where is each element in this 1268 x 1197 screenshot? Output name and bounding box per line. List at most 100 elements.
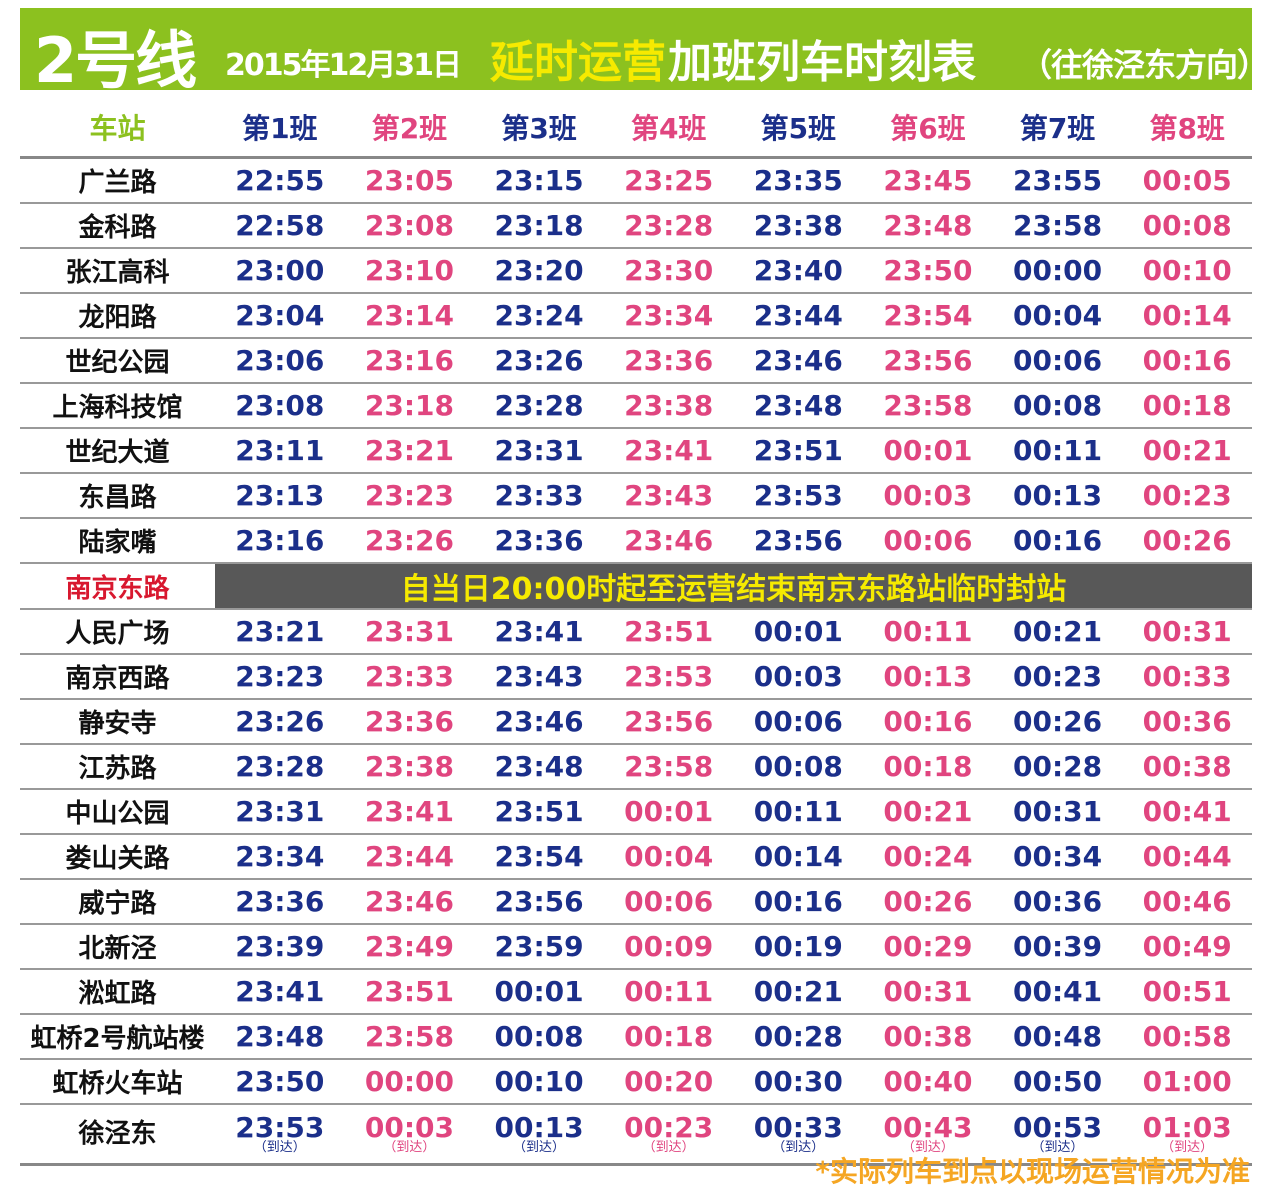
departure-time: 00:08 [733, 744, 864, 790]
time-value: 00:58 [1142, 1020, 1232, 1053]
train-header: 第8班 [1122, 98, 1252, 159]
time-value: 00:11 [753, 795, 843, 828]
departure-time: 00:01 [603, 789, 734, 835]
time-value: 23:38 [364, 750, 454, 783]
departure-time: 00:13 [992, 473, 1123, 519]
departure-time: 00:06 [603, 879, 734, 925]
time-value: 23:51 [364, 975, 454, 1008]
time-value: 00:21 [883, 795, 973, 828]
departure-time: 23:56 [603, 699, 734, 745]
departure-time: 00:23 [1122, 473, 1252, 519]
departure-time: 01:03 （到达） [1122, 1104, 1252, 1166]
time-value: 01:00 [1142, 1065, 1232, 1098]
station-row: 张江高科 23:00 23:10 23:20 23:30 23:40 23:50 00:00 0… [20, 248, 1252, 294]
time-value: 00:33 [753, 1110, 843, 1144]
departure-time: 00:19 [733, 924, 864, 970]
departure-time: 00:13 [863, 654, 993, 700]
time-value: 23:46 [364, 885, 454, 918]
time-value: 00:13 [494, 1110, 584, 1144]
departure-time: 23:28 [474, 383, 604, 429]
departure-time: 23:53 [603, 654, 734, 700]
departure-time: 00:13 （到达） [474, 1104, 604, 1166]
time-value: 00:30 [753, 1065, 843, 1098]
time-value: 00:06 [753, 705, 843, 738]
departure-time: 23:46 [733, 338, 864, 384]
time-value: 23:51 [753, 434, 843, 467]
time-value: 23:30 [624, 254, 714, 287]
station-row: 广兰路 22:55 23:05 23:15 23:25 23:35 23:45 23:55 00… [20, 157, 1252, 204]
time-value: 23:41 [364, 795, 454, 828]
time-value: 23:58 [364, 1020, 454, 1053]
station-name: 金科路 [20, 203, 215, 249]
departure-time: 23:18 [344, 383, 475, 429]
time-value: 00:16 [1142, 344, 1232, 377]
time-value: 00:41 [1012, 975, 1103, 1008]
departure-time: 00:21 [992, 609, 1123, 655]
departure-time: 00:50 [992, 1059, 1123, 1105]
departure-time: 23:51 [603, 609, 734, 655]
time-value: 23:16 [235, 524, 325, 557]
time-value: 23:54 [494, 840, 584, 873]
station-name: 龙阳路 [20, 293, 215, 339]
time-value: 23:36 [494, 524, 584, 557]
time-value: 00:31 [883, 975, 973, 1008]
station-name: 上海科技馆 [20, 383, 215, 429]
departure-time: 23:36 [344, 699, 475, 745]
departure-time: 23:18 [474, 203, 604, 249]
time-value: 00:21 [1012, 615, 1103, 648]
station-row: 北新泾 23:39 23:49 23:59 00:09 00:19 00:29 00:39 00… [20, 924, 1252, 970]
station-name: 人民广场 [20, 609, 215, 655]
time-value: 23:56 [494, 885, 584, 918]
departure-time: 00:18 [863, 744, 993, 790]
time-value: 00:33 [1142, 660, 1232, 693]
time-value: 23:04 [235, 299, 325, 332]
closure-notice: 自当日20:00时起至运营结束南京东路站临时封站 [215, 563, 1252, 610]
time-value: 23:54 [883, 299, 973, 332]
departure-time: 00:58 [1122, 1014, 1252, 1060]
time-value: 00:39 [1012, 930, 1103, 963]
time-value: 22:58 [235, 209, 325, 242]
departure-time: 00:03 [733, 654, 864, 700]
time-value: 23:18 [364, 389, 454, 422]
departure-time: 23:54 [474, 834, 604, 880]
departure-time: 23:38 [603, 383, 734, 429]
time-value: 23:18 [494, 209, 584, 242]
departure-time: 00:01 [474, 969, 604, 1015]
arrival-label: （到达） [513, 1139, 566, 1155]
departure-time: 00:51 [1122, 969, 1252, 1015]
time-value: 00:03 [364, 1110, 454, 1144]
departure-time: 23:36 [603, 338, 734, 384]
station-row: 世纪公园 23:06 23:16 23:26 23:36 23:46 23:56 00:06 0… [20, 338, 1252, 384]
time-value: 23:56 [624, 705, 714, 738]
departure-time: 00:44 [1122, 834, 1252, 880]
departure-time: 00:10 [474, 1059, 604, 1105]
time-value: 00:05 [1142, 164, 1232, 197]
departure-time: 00:46 [1122, 879, 1252, 925]
station-row: 人民广场 23:21 23:31 23:41 23:51 00:01 00:11 00:21 0… [20, 609, 1252, 655]
station-row: 龙阳路 23:04 23:14 23:24 23:34 23:44 23:54 00:04 00… [20, 293, 1252, 339]
departure-time: 23:53 [733, 473, 864, 519]
time-value: 00:01 [624, 795, 714, 828]
time-value: 00:48 [1012, 1020, 1103, 1053]
departure-time: 00:53 （到达） [992, 1104, 1123, 1166]
departure-time: 23:45 [863, 157, 993, 204]
time-value: 00:50 [1012, 1065, 1103, 1098]
departure-time: 00:21 [733, 969, 864, 1015]
departure-time: 00:18 [1122, 383, 1252, 429]
departure-time: 23:51 [344, 969, 475, 1015]
departure-time: 23:56 [474, 879, 604, 925]
station-row: 南京西路 23:23 23:33 23:43 23:53 00:03 00:13 00:23 0… [20, 654, 1252, 700]
departure-time: 00:31 [863, 969, 993, 1015]
departure-time: 23:56 [863, 338, 993, 384]
time-value: 23:23 [364, 479, 454, 512]
departure-time: 00:00 [344, 1059, 475, 1105]
time-value: 00:36 [1012, 885, 1103, 918]
time-value: 23:33 [364, 660, 454, 693]
time-value: 00:03 [883, 479, 973, 512]
departure-time: 00:16 [733, 879, 864, 925]
train-header: 第2班 [344, 98, 475, 159]
station-name: 威宁路 [20, 879, 215, 925]
departure-time: 23:49 [344, 924, 475, 970]
departure-time: 23:28 [215, 744, 345, 790]
time-value: 00:21 [1142, 434, 1232, 467]
